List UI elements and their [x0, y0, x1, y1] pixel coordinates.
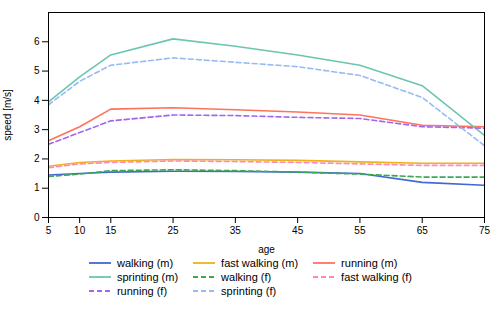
svg-text:age: age [258, 244, 275, 255]
svg-text:75: 75 [479, 225, 491, 236]
svg-text:3: 3 [34, 124, 40, 135]
svg-text:0: 0 [34, 212, 40, 223]
svg-text:6: 6 [34, 36, 40, 47]
html-text:running (m): running (m) [341, 257, 398, 269]
svg-text:65: 65 [417, 225, 429, 236]
svg-text:5: 5 [46, 225, 52, 236]
svg-text:1: 1 [34, 182, 40, 193]
svg-text:35: 35 [230, 225, 242, 236]
svg-text:5: 5 [34, 65, 40, 76]
svg-text:speed [m/s]: speed [m/s] [2, 89, 13, 141]
html-text:sprinting (f): sprinting (f) [221, 285, 277, 297]
svg-text:45: 45 [292, 225, 304, 236]
html-text:sprinting (m): sprinting (m) [117, 271, 179, 283]
html-text:fast walking (m): fast walking (m) [221, 257, 299, 269]
svg-text:2: 2 [34, 153, 40, 164]
html-text:walking (f): walking (f) [221, 271, 272, 283]
svg-text:55: 55 [354, 225, 366, 236]
svg-text:25: 25 [168, 225, 180, 236]
svg-text:4: 4 [34, 95, 40, 106]
html-text:running (f): running (f) [117, 285, 168, 297]
html-text:walking (m): walking (m) [117, 257, 174, 269]
svg-text:15: 15 [105, 225, 117, 236]
svg-text:10: 10 [74, 225, 86, 236]
html-text:fast walking (f): fast walking (f) [341, 271, 412, 283]
